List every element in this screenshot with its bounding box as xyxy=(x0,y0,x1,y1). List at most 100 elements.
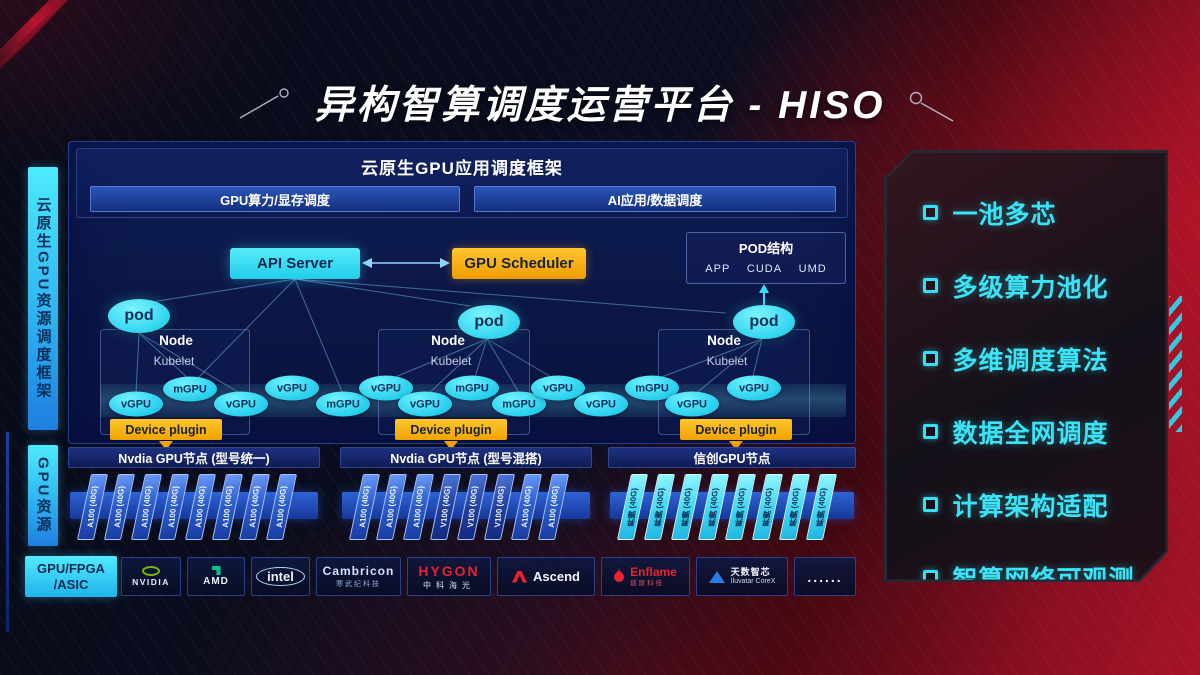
gpu-card: A100 (40G) xyxy=(184,474,217,540)
node-2-kubelet: Kubelet xyxy=(430,354,472,368)
vendor-ascend: Ascend xyxy=(497,557,595,596)
gpu-card: V100 (40G) xyxy=(429,474,462,540)
square-bullet-icon xyxy=(923,570,938,585)
gpu-node-header-uniform: Nvdia GPU节点 (型号统一) xyxy=(68,447,320,468)
amd-logo-icon xyxy=(211,566,221,575)
pod-ellipse-1: pod xyxy=(108,299,170,333)
iluvatar-logo-icon xyxy=(708,570,725,583)
device-plugin-1: Device plugin xyxy=(110,419,222,440)
rail-gpu-resource: GPU资源 xyxy=(28,445,58,546)
gpu-unit: vGPU xyxy=(265,375,319,401)
node-3-kubelet: Kubelet xyxy=(706,354,748,368)
api-server-box: API Server xyxy=(230,248,360,279)
vendor-intel: intel xyxy=(251,557,310,596)
enflame-logo-icon xyxy=(612,569,627,584)
device-plugin-2: Device plugin xyxy=(395,419,507,440)
vendor-amd: AMD xyxy=(187,557,245,596)
gpu-scheduler-box: GPU Scheduler xyxy=(452,248,586,279)
feature-panel: 一池多芯 多级算力池化 多维调度算法 数据全网调度 计算架构适配 智算网络可观测 xyxy=(884,150,1168,582)
device-plugin-arrow-icon xyxy=(159,441,173,450)
gpu-card: A100 (40G) xyxy=(375,474,408,540)
feature-list: 一池多芯 多级算力池化 多维调度算法 数据全网调度 计算架构适配 智算网络可观测 xyxy=(923,195,1135,633)
gpu-card-group-2: A100 (40G) A100 (40G) A100 (40G) V100 (4… xyxy=(340,470,592,548)
pod-structure-items: APP CUDA UMD xyxy=(687,263,845,275)
gpu-unit: vGPU xyxy=(727,375,781,401)
vendor-cambricon: Cambricon 寒武纪科技 xyxy=(316,557,401,596)
gpu-card: 昇腾 (40G) xyxy=(751,474,784,540)
pod-structure-title: POD结构 xyxy=(738,241,794,256)
gpu-unit: vGPU xyxy=(574,391,628,417)
gpu-card: A100 (40G) xyxy=(130,474,163,540)
gpu-unit: vGPU xyxy=(665,391,719,417)
hazard-stripes-decoration xyxy=(1169,296,1182,432)
gpu-unit: vGPU xyxy=(214,391,268,417)
gpu-card: 昇腾 (40G) xyxy=(697,474,730,540)
pod-structure-box: POD结构 APP CUDA UMD xyxy=(686,232,846,284)
gpu-card: A100 (40G) xyxy=(510,474,543,540)
vendor-more: ...... xyxy=(794,557,856,596)
node-1-kubelet: Kubelet xyxy=(153,354,195,368)
nvidia-logo-icon xyxy=(142,566,160,576)
gpu-unit: vGPU xyxy=(531,375,585,401)
gpu-card: A100 (40G) xyxy=(402,474,435,540)
gpu-card: 昇腾 (40G) xyxy=(670,474,703,540)
gpu-card: A100 (40G) xyxy=(157,474,190,540)
gpu-card-group-3: 昇腾 (40G) 昇腾 (40G) 昇腾 (40G) 昇腾 (40G) 昇腾 (… xyxy=(608,470,856,548)
chip-types-box: GPU/FPGA /ASIC xyxy=(25,556,117,597)
ascend-logo-icon xyxy=(512,570,528,583)
feature-item: 智算网络可观测 xyxy=(923,560,1135,596)
gpu-card: V100 (40G) xyxy=(483,474,516,540)
feature-item: 数据全网调度 xyxy=(923,414,1135,450)
device-plugin-arrow-icon xyxy=(729,441,743,450)
feature-item: 多维调度算法 xyxy=(923,341,1135,377)
feature-item: 一池多芯 xyxy=(923,195,1135,231)
rail-label: GPU资源 xyxy=(34,456,52,535)
device-plugin-arrow-icon xyxy=(444,441,458,450)
framework-title: 云原生GPU应用调度框架 xyxy=(361,159,563,178)
pod-ellipse-3: pod xyxy=(733,305,795,339)
gpu-unit: mGPU xyxy=(316,391,370,417)
pod-item-umd: UMD xyxy=(798,263,827,275)
device-plugin-3: Device plugin xyxy=(680,419,792,440)
square-bullet-icon xyxy=(923,424,938,439)
intel-logo: intel xyxy=(256,567,305,586)
gpu-card: A100 (40G) xyxy=(238,474,271,540)
gpu-unit: vGPU xyxy=(109,391,163,417)
rail-label: 云原生GPU资源调度框架 xyxy=(34,196,52,401)
gpu-node-header-xinchuang: 信创GPU节点 xyxy=(608,447,856,468)
rail-cloud-native-framework: 云原生GPU资源调度框架 xyxy=(28,167,58,430)
square-bullet-icon xyxy=(923,497,938,512)
gpu-card: A100 (40G) xyxy=(211,474,244,540)
feature-item: 多级算力池化 xyxy=(923,268,1135,304)
bar-gpu-compute-scheduling: GPU算力/显存调度 xyxy=(90,186,460,212)
square-bullet-icon xyxy=(923,278,938,293)
vendor-enflame: Enflame 燧原科技 xyxy=(601,557,690,596)
gpu-card-group-1: A100 (40G) A100 (40G) A100 (40G) A100 (4… xyxy=(68,470,320,548)
gpu-node-header-mixed: Nvdia GPU节点 (型号混搭) xyxy=(340,447,592,468)
bar-ai-data-scheduling: AI应用/数据调度 xyxy=(474,186,836,212)
node-3-label: Node xyxy=(707,333,741,348)
gpu-unit: vGPU xyxy=(398,391,452,417)
gpu-card: 昇腾 (40G) xyxy=(778,474,811,540)
pod-ellipse-2: pod xyxy=(458,305,520,339)
pod-item-cuda: CUDA xyxy=(746,263,783,275)
feature-panel-inner: 一池多芯 多级算力池化 多维调度算法 数据全网调度 计算架构适配 智算网络可观测 xyxy=(887,153,1166,580)
left-edge-accent-line xyxy=(6,432,9,632)
vendor-nvidia: NVIDIA xyxy=(121,557,181,596)
pod-item-app: APP xyxy=(705,263,731,275)
gpu-unit: mGPU xyxy=(163,376,217,402)
gpu-card: 昇腾 (40G) xyxy=(643,474,676,540)
gpu-unit: mGPU xyxy=(445,375,499,401)
gpu-card: A100 (40G) xyxy=(103,474,136,540)
vendor-iluvatar: 天数智芯 Iluvatar CoreX xyxy=(696,557,788,596)
square-bullet-icon xyxy=(923,205,938,220)
page-title: 异构智算调度运营平台 - HISO xyxy=(314,84,886,127)
vendor-hygon: HYGON 中科海光 xyxy=(407,557,491,596)
node-1-label: Node xyxy=(159,333,193,348)
gpu-card: 昇腾 (40G) xyxy=(724,474,757,540)
gpu-card: V100 (40G) xyxy=(456,474,489,540)
node-2-label: Node xyxy=(431,333,465,348)
square-bullet-icon xyxy=(923,351,938,366)
feature-item: 计算架构适配 xyxy=(923,487,1135,523)
